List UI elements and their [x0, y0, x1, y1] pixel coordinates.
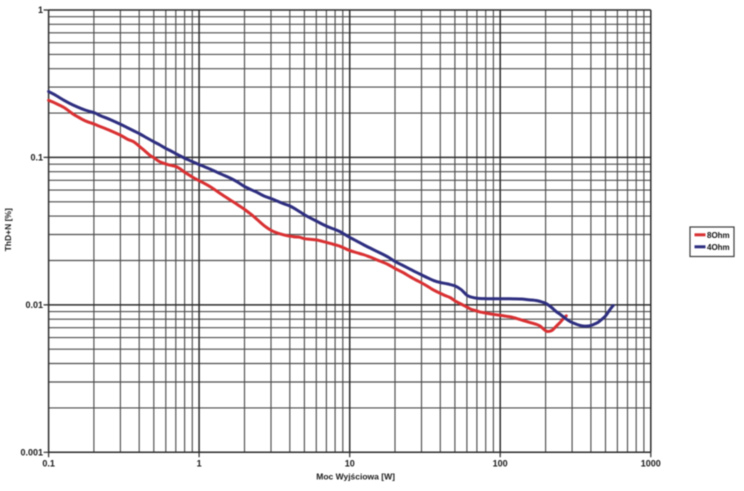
svg-text:0.001: 0.001	[20, 448, 43, 458]
svg-text:4Ohm: 4Ohm	[707, 243, 730, 252]
svg-text:0.1: 0.1	[30, 153, 43, 163]
svg-text:1: 1	[38, 5, 43, 15]
svg-text:Moc Wyjściowa [W]: Moc Wyjściowa [W]	[316, 472, 395, 482]
svg-text:1: 1	[197, 459, 202, 469]
svg-text:ThD+N [%]: ThD+N [%]	[3, 208, 13, 251]
svg-text:1000: 1000	[641, 459, 661, 469]
svg-text:0.01: 0.01	[25, 300, 43, 310]
svg-text:0.1: 0.1	[42, 459, 55, 469]
svg-text:8Ohm: 8Ohm	[707, 231, 730, 240]
svg-text:10: 10	[345, 459, 355, 469]
svg-text:100: 100	[493, 459, 508, 469]
